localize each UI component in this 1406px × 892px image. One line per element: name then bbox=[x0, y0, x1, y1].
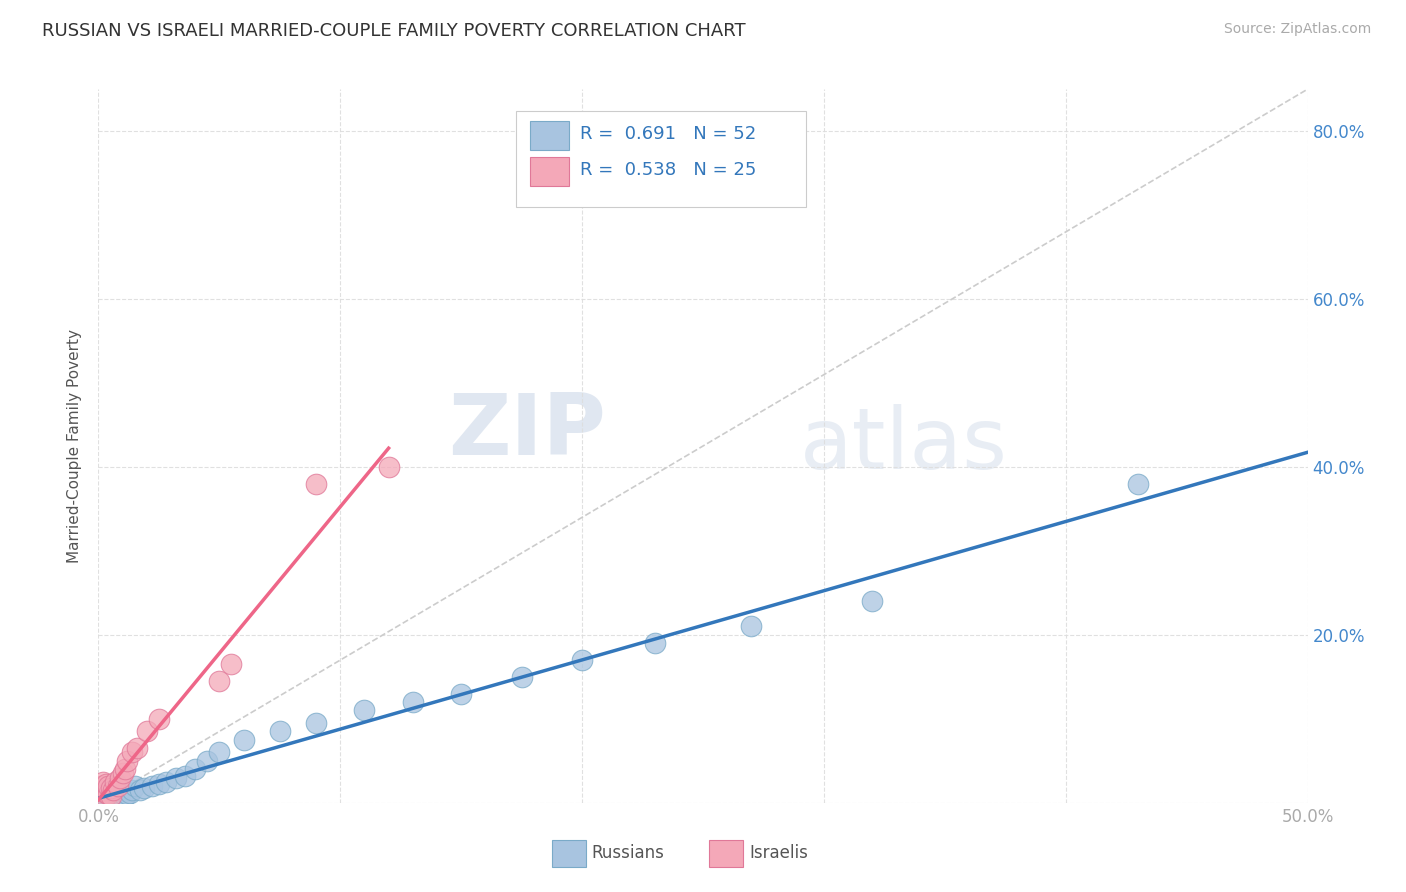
Point bbox=[101, 786, 124, 800]
Point bbox=[107, 790, 129, 805]
Point bbox=[104, 774, 127, 789]
Point bbox=[90, 788, 112, 802]
Point bbox=[740, 619, 762, 633]
Point bbox=[353, 703, 375, 717]
Point bbox=[100, 788, 122, 802]
Point bbox=[97, 779, 120, 793]
Point bbox=[111, 788, 134, 802]
Point bbox=[114, 789, 136, 803]
Point bbox=[97, 788, 120, 802]
Point bbox=[91, 786, 114, 800]
Point bbox=[134, 780, 156, 795]
Point bbox=[1128, 476, 1150, 491]
Point bbox=[111, 790, 134, 805]
Point bbox=[108, 771, 131, 785]
Point bbox=[305, 476, 328, 491]
Point bbox=[148, 777, 170, 791]
Point bbox=[94, 783, 117, 797]
Point bbox=[571, 653, 593, 667]
Text: R =  0.538   N = 25: R = 0.538 N = 25 bbox=[579, 161, 756, 178]
Point bbox=[101, 783, 124, 797]
Point bbox=[644, 636, 666, 650]
Text: Source: ZipAtlas.com: Source: ZipAtlas.com bbox=[1223, 22, 1371, 37]
Point bbox=[104, 789, 127, 803]
Point bbox=[90, 788, 112, 802]
Point bbox=[127, 741, 149, 756]
Point bbox=[100, 789, 122, 803]
Point bbox=[128, 783, 150, 797]
Point bbox=[107, 779, 129, 793]
Point bbox=[141, 779, 163, 793]
Text: RUSSIAN VS ISRAELI MARRIED-COUPLE FAMILY POVERTY CORRELATION CHART: RUSSIAN VS ISRAELI MARRIED-COUPLE FAMILY… bbox=[42, 22, 745, 40]
Point bbox=[94, 777, 117, 791]
Point bbox=[91, 783, 114, 797]
Point bbox=[100, 792, 122, 806]
Text: atlas: atlas bbox=[800, 404, 1008, 488]
Point bbox=[860, 594, 883, 608]
Point bbox=[232, 732, 254, 747]
Point bbox=[108, 791, 131, 805]
Point bbox=[100, 789, 122, 804]
Point bbox=[208, 746, 231, 760]
Point bbox=[377, 460, 399, 475]
Point bbox=[94, 790, 117, 805]
Point bbox=[510, 670, 533, 684]
Text: ZIP: ZIP bbox=[449, 390, 606, 474]
Point bbox=[305, 716, 328, 731]
Point bbox=[118, 786, 141, 800]
Point bbox=[117, 788, 139, 802]
Point bbox=[111, 766, 134, 780]
Point bbox=[155, 774, 177, 789]
Point bbox=[100, 780, 122, 795]
Point bbox=[94, 786, 117, 800]
Point bbox=[97, 789, 120, 803]
Point bbox=[135, 724, 157, 739]
Point bbox=[148, 712, 170, 726]
Bar bbox=[530, 157, 569, 186]
Point bbox=[91, 789, 114, 803]
Point bbox=[208, 674, 231, 689]
Text: Israelis: Israelis bbox=[749, 844, 808, 862]
Text: Russians: Russians bbox=[592, 844, 665, 862]
Point bbox=[114, 762, 136, 776]
Point bbox=[108, 789, 131, 803]
Y-axis label: Married-Couple Family Poverty: Married-Couple Family Poverty bbox=[67, 329, 83, 563]
Point bbox=[97, 786, 120, 800]
Point bbox=[269, 724, 291, 739]
Point bbox=[450, 687, 472, 701]
Point bbox=[174, 769, 197, 783]
Point bbox=[184, 762, 207, 776]
Bar bbox=[551, 840, 586, 867]
Text: R =  0.691   N = 52: R = 0.691 N = 52 bbox=[579, 125, 756, 143]
Point bbox=[195, 754, 218, 768]
Point bbox=[97, 791, 120, 805]
Point bbox=[165, 771, 187, 785]
Bar bbox=[530, 121, 569, 150]
Point bbox=[121, 746, 143, 760]
Bar bbox=[709, 840, 742, 867]
FancyBboxPatch shape bbox=[516, 111, 806, 207]
Point bbox=[121, 783, 143, 797]
Point bbox=[221, 657, 243, 672]
Point bbox=[101, 792, 124, 806]
Point bbox=[90, 779, 112, 793]
Point bbox=[107, 788, 129, 802]
Point bbox=[124, 779, 146, 793]
Point bbox=[94, 788, 117, 802]
Point bbox=[104, 792, 127, 806]
Point bbox=[117, 754, 139, 768]
Point bbox=[402, 695, 425, 709]
Point bbox=[104, 785, 127, 799]
Point bbox=[101, 789, 124, 804]
Point bbox=[91, 774, 114, 789]
Point bbox=[90, 783, 112, 797]
